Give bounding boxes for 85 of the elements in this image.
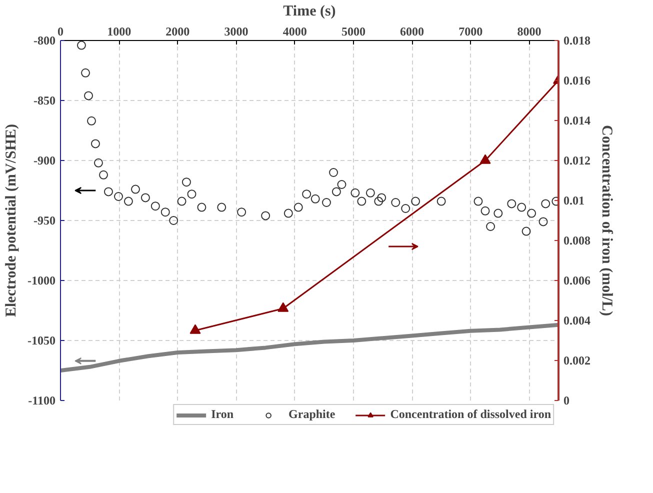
x-tick-label: 8000 [517, 24, 542, 38]
x-tick-label: 6000 [400, 24, 424, 38]
point [366, 188, 375, 198]
legend-label: Graphite [288, 407, 336, 422]
y2-tick-label: 0.016 [564, 74, 590, 88]
point [474, 196, 483, 206]
point [480, 154, 491, 164]
point [522, 226, 531, 236]
x-tick-label: 0 [58, 24, 64, 38]
point [494, 208, 503, 218]
point [332, 187, 341, 196]
point [187, 190, 196, 199]
point [302, 190, 312, 199]
point [374, 196, 384, 206]
y-tick-label: -850 [34, 94, 56, 108]
point [517, 202, 526, 212]
point [538, 217, 548, 226]
point [527, 208, 536, 218]
point [284, 208, 293, 218]
point [357, 196, 366, 206]
point [76, 40, 86, 50]
point [140, 193, 150, 202]
y2-tick-label: 0.014 [564, 114, 590, 128]
legend-label: Concentration of dissolved iron [390, 407, 551, 422]
y2-tick-label: 0.012 [564, 154, 590, 168]
point [237, 208, 246, 217]
y-tick-label: -900 [34, 154, 56, 168]
y2-tick-label: 0.018 [564, 34, 590, 48]
y2-tick-label: 0 [564, 394, 570, 408]
point [391, 198, 400, 207]
point [160, 208, 170, 217]
point [217, 202, 226, 212]
x-tick-label: 5000 [341, 24, 366, 38]
y2-axis-title: Concentration of iron (mol/L) [598, 125, 614, 316]
point [114, 192, 123, 201]
y-tick-label: -950 [34, 214, 56, 228]
y2-tick-label: 0.008 [564, 234, 590, 248]
point [99, 170, 108, 180]
point [350, 188, 360, 198]
x-tick-label: 3000 [224, 24, 248, 38]
y-tick-label: -1000 [28, 274, 56, 288]
point [86, 116, 96, 126]
point [401, 204, 410, 213]
y2-tick-label: 0.002 [564, 354, 590, 368]
point [436, 196, 446, 206]
point [322, 198, 331, 207]
y2-tick-label: 0.006 [564, 274, 590, 288]
point [84, 91, 94, 100]
point [124, 196, 133, 206]
point [329, 168, 338, 177]
y2-tick-label: 0.01 [564, 194, 584, 208]
point [81, 68, 90, 78]
point [480, 206, 490, 216]
point [486, 222, 496, 231]
line-series [60, 322, 558, 372]
y-tick-label: -800 [34, 34, 56, 48]
point [190, 324, 201, 334]
point [182, 178, 191, 187]
x-tick-label: 2000 [166, 24, 190, 38]
point [310, 194, 320, 204]
legend-label: Iron [211, 407, 234, 422]
y-tick-label: -1050 [28, 334, 56, 348]
point [130, 184, 140, 194]
y-axis-title: Electrode potential (mV/SHE) [4, 124, 20, 318]
point [150, 202, 160, 211]
x-axis-title: Time (s) [283, 4, 336, 20]
point [90, 139, 100, 148]
x-tick-label: 4000 [282, 24, 307, 38]
point [104, 187, 113, 196]
point [197, 202, 206, 212]
point [507, 199, 516, 208]
x-tick-label: 1000 [107, 24, 132, 38]
point [278, 302, 289, 312]
point [377, 193, 386, 202]
point [169, 216, 178, 225]
y2-tick-label: 0.004 [564, 314, 590, 328]
x-tick-label: 7000 [458, 24, 483, 38]
point [261, 211, 270, 220]
point [177, 196, 186, 206]
point [294, 202, 303, 212]
point [541, 199, 550, 208]
point [94, 158, 103, 168]
point [411, 196, 420, 206]
point [337, 180, 346, 189]
y-tick-label: -1100 [28, 394, 56, 408]
